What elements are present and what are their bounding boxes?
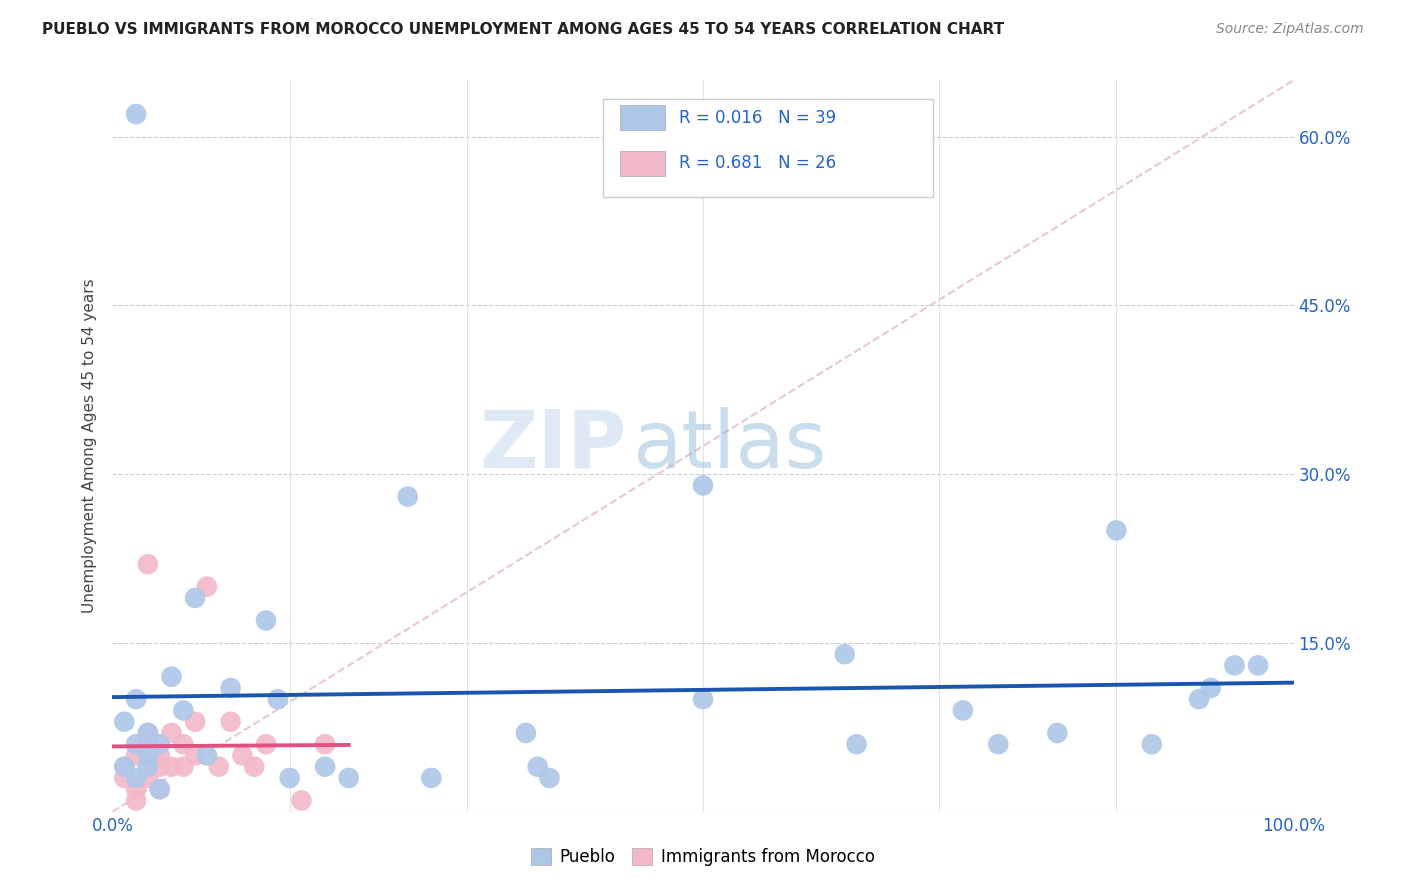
- Point: [1105, 524, 1128, 538]
- Point: [125, 748, 148, 763]
- Point: [172, 703, 194, 717]
- Point: [136, 771, 159, 785]
- Point: [125, 782, 148, 797]
- Point: [515, 726, 537, 740]
- Point: [396, 490, 419, 504]
- Point: [149, 748, 172, 763]
- Point: [314, 737, 336, 751]
- Point: [136, 748, 159, 763]
- Point: [125, 771, 148, 785]
- Point: [184, 591, 207, 605]
- Point: [149, 782, 172, 797]
- Point: [112, 714, 135, 729]
- Point: [1140, 737, 1163, 751]
- Point: [136, 726, 159, 740]
- Point: [160, 670, 183, 684]
- Point: [987, 737, 1010, 751]
- Point: [290, 793, 312, 807]
- Point: [136, 737, 159, 751]
- Point: [184, 714, 207, 729]
- FancyBboxPatch shape: [603, 99, 934, 197]
- Point: [1046, 726, 1069, 740]
- Point: [219, 714, 242, 729]
- Point: [112, 760, 135, 774]
- Point: [337, 771, 360, 785]
- Point: [149, 760, 172, 774]
- Point: [160, 760, 183, 774]
- Point: [845, 737, 868, 751]
- Point: [254, 737, 277, 751]
- Point: [195, 748, 218, 763]
- Point: [149, 782, 172, 797]
- Text: PUEBLO VS IMMIGRANTS FROM MOROCCO UNEMPLOYMENT AMONG AGES 45 TO 54 YEARS CORRELA: PUEBLO VS IMMIGRANTS FROM MOROCCO UNEMPL…: [42, 22, 1004, 37]
- Text: atlas: atlas: [633, 407, 827, 485]
- Point: [125, 793, 148, 807]
- Point: [254, 614, 277, 628]
- Point: [184, 748, 207, 763]
- Point: [692, 478, 714, 492]
- Point: [526, 760, 548, 774]
- Point: [125, 107, 148, 121]
- Point: [149, 737, 172, 751]
- Point: [172, 760, 194, 774]
- Point: [112, 771, 135, 785]
- Point: [834, 647, 856, 661]
- FancyBboxPatch shape: [620, 151, 665, 176]
- Y-axis label: Unemployment Among Ages 45 to 54 years: Unemployment Among Ages 45 to 54 years: [82, 278, 97, 614]
- Text: R = 0.016   N = 39: R = 0.016 N = 39: [679, 109, 837, 127]
- Point: [219, 681, 242, 695]
- Legend: Pueblo, Immigrants from Morocco: Pueblo, Immigrants from Morocco: [524, 841, 882, 873]
- Point: [538, 771, 561, 785]
- Point: [172, 737, 194, 751]
- FancyBboxPatch shape: [620, 105, 665, 130]
- Text: R = 0.681   N = 26: R = 0.681 N = 26: [679, 154, 837, 172]
- Point: [160, 726, 183, 740]
- Point: [231, 748, 253, 763]
- Point: [136, 557, 159, 571]
- Point: [420, 771, 443, 785]
- Point: [278, 771, 301, 785]
- Point: [195, 580, 218, 594]
- Point: [1247, 658, 1270, 673]
- Point: [243, 760, 266, 774]
- Point: [1223, 658, 1246, 673]
- Point: [267, 692, 290, 706]
- Point: [1199, 681, 1222, 695]
- Point: [136, 760, 159, 774]
- Text: ZIP: ZIP: [479, 407, 626, 485]
- Point: [1188, 692, 1211, 706]
- Point: [692, 692, 714, 706]
- Text: Source: ZipAtlas.com: Source: ZipAtlas.com: [1216, 22, 1364, 37]
- Point: [125, 737, 148, 751]
- Point: [112, 760, 135, 774]
- Point: [136, 726, 159, 740]
- Point: [125, 692, 148, 706]
- Point: [314, 760, 336, 774]
- Point: [208, 760, 231, 774]
- Point: [952, 703, 974, 717]
